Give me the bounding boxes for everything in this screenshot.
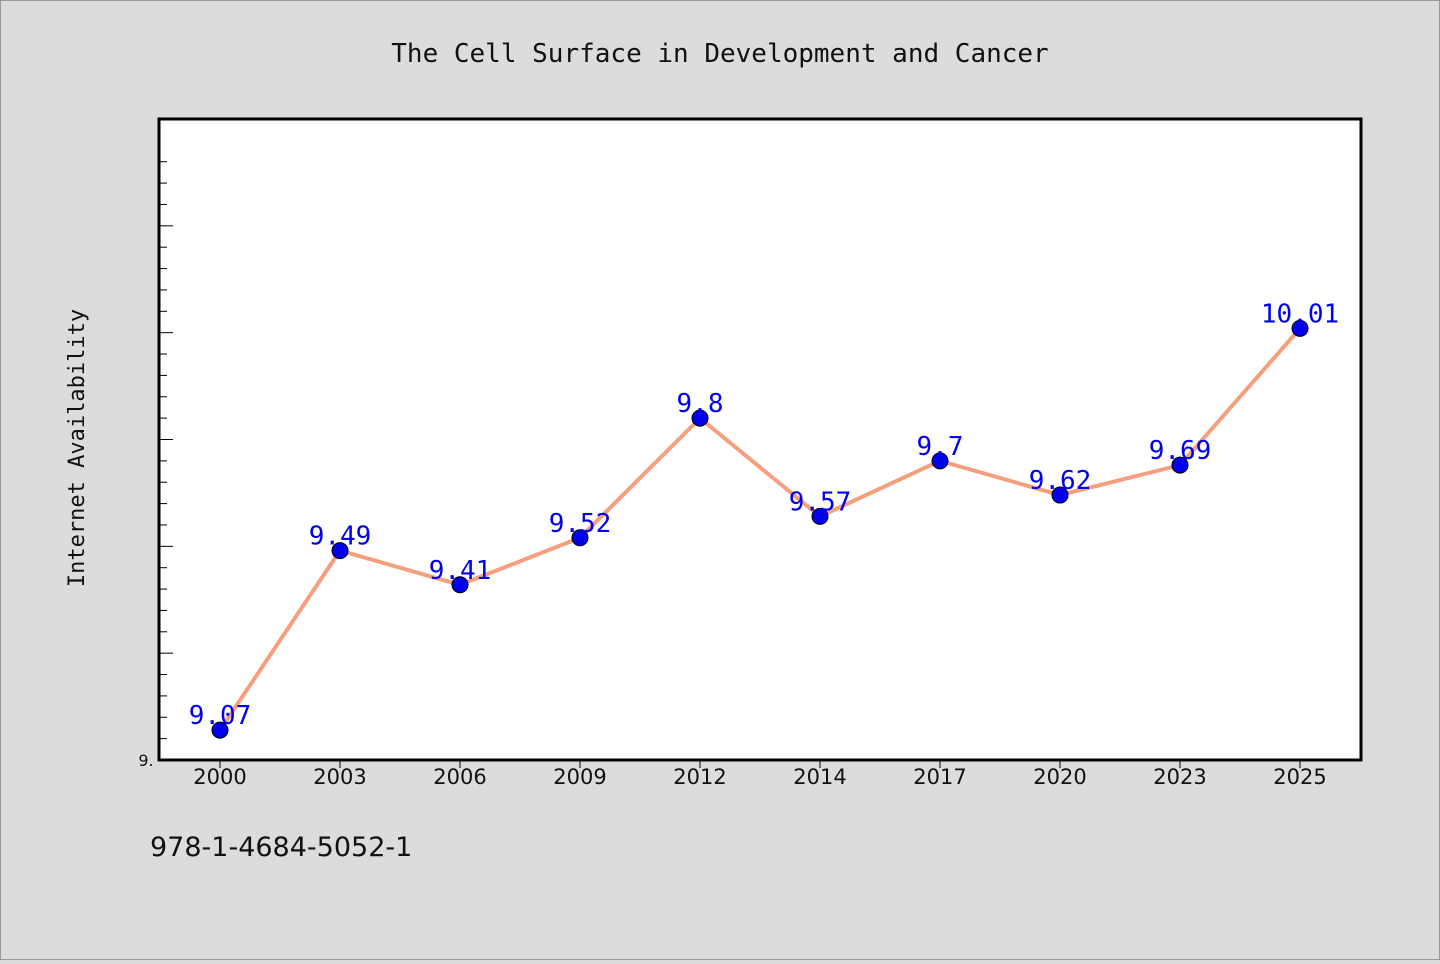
data-point bbox=[691, 409, 709, 427]
x-tick-label: 2000 bbox=[193, 765, 246, 789]
x-tick-label: 2012 bbox=[673, 765, 726, 789]
x-tick-label: 2006 bbox=[433, 765, 486, 789]
data-point bbox=[331, 542, 349, 560]
data-point bbox=[571, 529, 589, 547]
data-point bbox=[1051, 486, 1069, 504]
y-axis-label: Internet Availability bbox=[65, 309, 90, 587]
data-point bbox=[811, 507, 829, 525]
isbn-code: 978-1-4684-5052-1 bbox=[150, 832, 413, 863]
y-tick-label: 9. bbox=[138, 751, 153, 770]
x-tick-label: 2017 bbox=[913, 765, 966, 789]
x-tick-label: 2020 bbox=[1033, 765, 1086, 789]
plot-area bbox=[157, 117, 1363, 762]
data-point bbox=[931, 452, 949, 470]
data-point bbox=[451, 576, 469, 594]
data-point bbox=[1291, 319, 1309, 337]
y-axis-ticks bbox=[159, 161, 173, 761]
series-line bbox=[218, 327, 1302, 732]
data-point bbox=[1171, 456, 1189, 474]
data-label: 9.52 bbox=[549, 509, 612, 539]
x-tick-label: 2025 bbox=[1273, 765, 1326, 789]
data-label: 9.57 bbox=[789, 487, 852, 517]
x-tick-label: 2003 bbox=[313, 765, 366, 789]
data-markers bbox=[211, 319, 1309, 739]
data-label: 9.69 bbox=[1149, 436, 1212, 466]
data-label: 9.49 bbox=[309, 522, 372, 552]
x-axis-tick-labels: 2000 2003 2006 2009 2012 2014 2017 2020 2023 2025 bbox=[193, 765, 1326, 789]
chart-title: The Cell Surface in Development and Canc… bbox=[391, 39, 1048, 69]
data-label: 9.7 bbox=[917, 432, 964, 462]
x-axis-ticks bbox=[219, 760, 1301, 768]
data-label: 9.41 bbox=[429, 556, 492, 586]
data-point bbox=[211, 721, 229, 739]
data-labels: 9.07 9.49 9.41 9.52 9.8 9.57 9.7 9.62 9.69 10.01 bbox=[189, 299, 1339, 731]
data-label: 9.8 bbox=[677, 389, 724, 419]
x-tick-label: 2014 bbox=[793, 765, 846, 789]
data-label: 9.07 bbox=[189, 701, 252, 731]
x-tick-label: 2023 bbox=[1153, 765, 1206, 789]
data-label: 9.62 bbox=[1029, 466, 1092, 496]
x-tick-label: 2009 bbox=[553, 765, 606, 789]
data-label: 10.01 bbox=[1261, 299, 1339, 329]
